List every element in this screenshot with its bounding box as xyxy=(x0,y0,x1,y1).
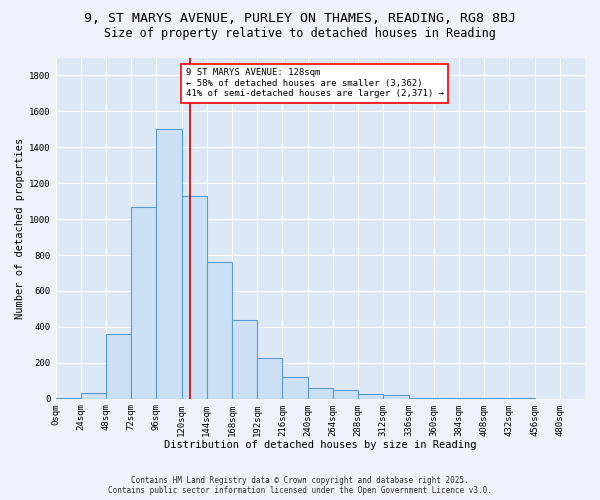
Bar xyxy=(81,394,106,398)
Text: 9 ST MARYS AVENUE: 128sqm
← 58% of detached houses are smaller (3,362)
41% of se: 9 ST MARYS AVENUE: 128sqm ← 58% of detac… xyxy=(186,68,444,98)
Bar xyxy=(157,130,182,398)
Text: Size of property relative to detached houses in Reading: Size of property relative to detached ho… xyxy=(104,28,496,40)
X-axis label: Distribution of detached houses by size in Reading: Distribution of detached houses by size … xyxy=(164,440,476,450)
Bar xyxy=(333,390,358,398)
Bar xyxy=(106,334,131,398)
Bar xyxy=(383,395,409,398)
Bar xyxy=(182,196,207,398)
Text: Contains HM Land Registry data © Crown copyright and database right 2025.
Contai: Contains HM Land Registry data © Crown c… xyxy=(108,476,492,495)
Bar xyxy=(358,394,383,398)
Text: 9, ST MARYS AVENUE, PURLEY ON THAMES, READING, RG8 8BJ: 9, ST MARYS AVENUE, PURLEY ON THAMES, RE… xyxy=(84,12,516,26)
Bar xyxy=(207,262,232,398)
Bar xyxy=(257,358,283,399)
Bar xyxy=(131,206,157,398)
Bar xyxy=(308,388,333,398)
Bar xyxy=(232,320,257,398)
Bar xyxy=(283,377,308,398)
Y-axis label: Number of detached properties: Number of detached properties xyxy=(15,138,25,318)
